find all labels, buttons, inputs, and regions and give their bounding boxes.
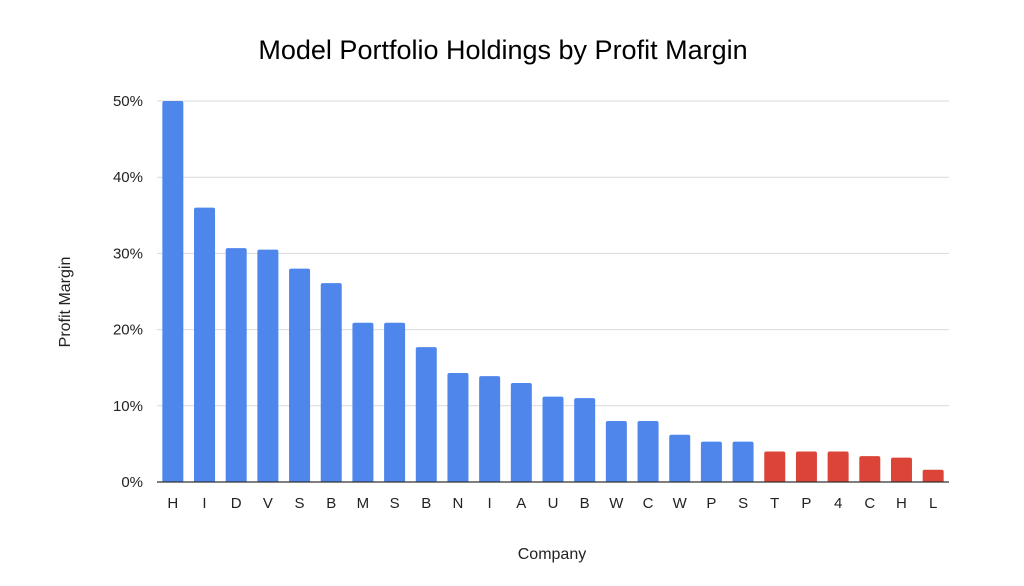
- bar-h-1: [162, 101, 184, 482]
- bar-c-23: [859, 456, 881, 482]
- bar-w-15: [605, 421, 627, 482]
- x-tick-label: C: [864, 495, 875, 512]
- x-tick-label: U: [548, 495, 559, 512]
- x-tick-label: P: [801, 495, 811, 512]
- bar-s-19: [732, 441, 754, 482]
- x-tick-label: W: [609, 495, 624, 512]
- bar-s-8: [384, 322, 406, 482]
- bar-p-18: [700, 441, 722, 482]
- gridlines: [157, 100, 949, 407]
- x-tick-label: H: [167, 495, 178, 512]
- chart-title: Model Portfolio Holdings by Profit Margi…: [258, 35, 747, 65]
- bar-t-20: [764, 451, 786, 482]
- x-tick-label: L: [929, 495, 937, 512]
- x-tick-label: A: [516, 495, 526, 512]
- bar-n-10: [447, 373, 469, 482]
- bar-m-7: [352, 322, 374, 482]
- bar-v-4: [257, 249, 279, 482]
- x-tick-label: S: [390, 495, 400, 512]
- x-tick-label: M: [357, 495, 370, 512]
- bar-b-9: [415, 347, 437, 482]
- x-axis-label: Company: [518, 546, 586, 563]
- bar-a-12: [510, 382, 532, 482]
- y-tick-label: 20%: [113, 322, 143, 339]
- bar-h-24: [890, 457, 912, 482]
- x-tick-label: V: [263, 495, 273, 512]
- bar-b-6: [320, 283, 342, 482]
- y-tick-label: 50%: [113, 93, 143, 110]
- bar-i-11: [479, 376, 501, 482]
- x-tick-label: S: [295, 495, 305, 512]
- bar-s-5: [289, 268, 311, 482]
- x-tick-label: B: [421, 495, 431, 512]
- x-axis-ticks: H I D V S B M S B N I A U B W C W P S T P 4 C H L: [167, 495, 937, 512]
- bar-w-17: [669, 434, 691, 482]
- x-tick-label: H: [896, 495, 907, 512]
- x-tick-label: B: [580, 495, 590, 512]
- bar-l-25: [922, 469, 944, 482]
- y-tick-label: 40%: [113, 169, 143, 186]
- y-tick-label: 10%: [113, 398, 143, 415]
- x-tick-label: P: [706, 495, 716, 512]
- y-tick-label: 0%: [121, 474, 143, 491]
- x-tick-label: S: [738, 495, 748, 512]
- bar-i-2: [194, 207, 216, 482]
- bar-d-3: [225, 248, 247, 482]
- x-tick-label: C: [643, 495, 654, 512]
- x-tick-label: I: [488, 495, 492, 512]
- x-tick-label: W: [673, 495, 688, 512]
- bar-p-21: [795, 451, 817, 482]
- bars: [162, 101, 944, 482]
- x-tick-label: N: [453, 495, 464, 512]
- y-axis-label: Profit Margin: [57, 257, 74, 348]
- x-tick-label: B: [326, 495, 336, 512]
- x-tick-label: 4: [834, 495, 842, 512]
- bar-4-22: [827, 451, 849, 482]
- x-tick-label: I: [202, 495, 206, 512]
- y-axis-ticks: 0% 10% 20% 30% 40% 50%: [113, 93, 143, 491]
- bar-c-16: [637, 421, 659, 482]
- x-tick-label: T: [770, 495, 779, 512]
- x-tick-label: D: [231, 495, 242, 512]
- bar-u-13: [542, 396, 564, 482]
- bar-b-14: [574, 398, 596, 482]
- y-tick-label: 30%: [113, 245, 143, 262]
